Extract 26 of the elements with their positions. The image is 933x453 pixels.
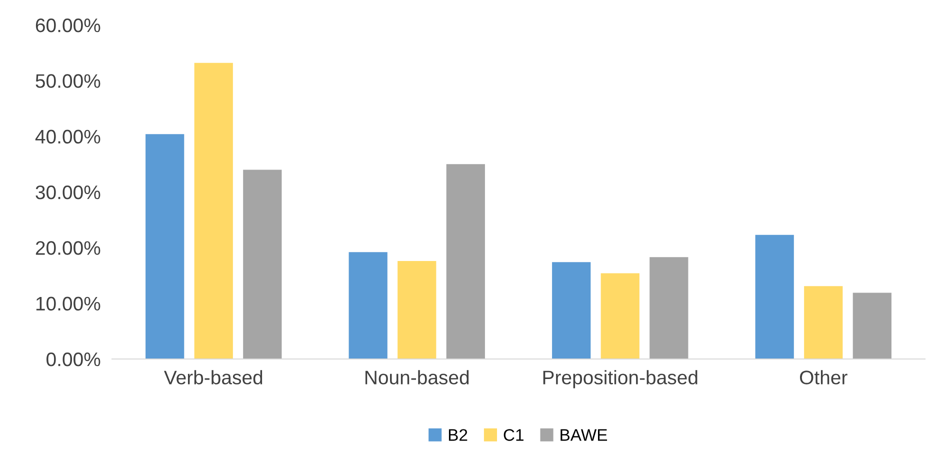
legend-label: B2 — [448, 429, 468, 441]
bar — [146, 134, 184, 359]
bar — [600, 273, 640, 359]
bar — [552, 262, 591, 359]
y-tick-label: 0.00% — [46, 352, 100, 366]
bar — [650, 257, 688, 359]
bar — [194, 62, 233, 359]
x-tick-label: Other — [800, 370, 848, 384]
x-tick-label: Preposition-based — [543, 370, 698, 388]
y-tick-label: 40.00% — [35, 130, 100, 144]
bar — [852, 292, 892, 359]
bar — [446, 164, 485, 359]
bar — [398, 261, 436, 359]
bar — [348, 252, 388, 359]
legend-label: BAWE — [560, 429, 608, 441]
legend-label: C1 — [504, 429, 524, 441]
y-tick-label: 30.00% — [36, 185, 100, 200]
y-tick-label: 50.00% — [36, 74, 100, 88]
y-tick-label: 60.00% — [36, 18, 100, 32]
y-tick-label: 20.00% — [36, 241, 100, 255]
bar — [804, 286, 843, 359]
x-tick-label: Noun-based — [366, 370, 469, 384]
y-tick-label: 10.00% — [36, 296, 100, 311]
bar — [755, 234, 794, 359]
x-tick-label: Verb-based — [164, 370, 262, 384]
bar — [243, 170, 282, 359]
